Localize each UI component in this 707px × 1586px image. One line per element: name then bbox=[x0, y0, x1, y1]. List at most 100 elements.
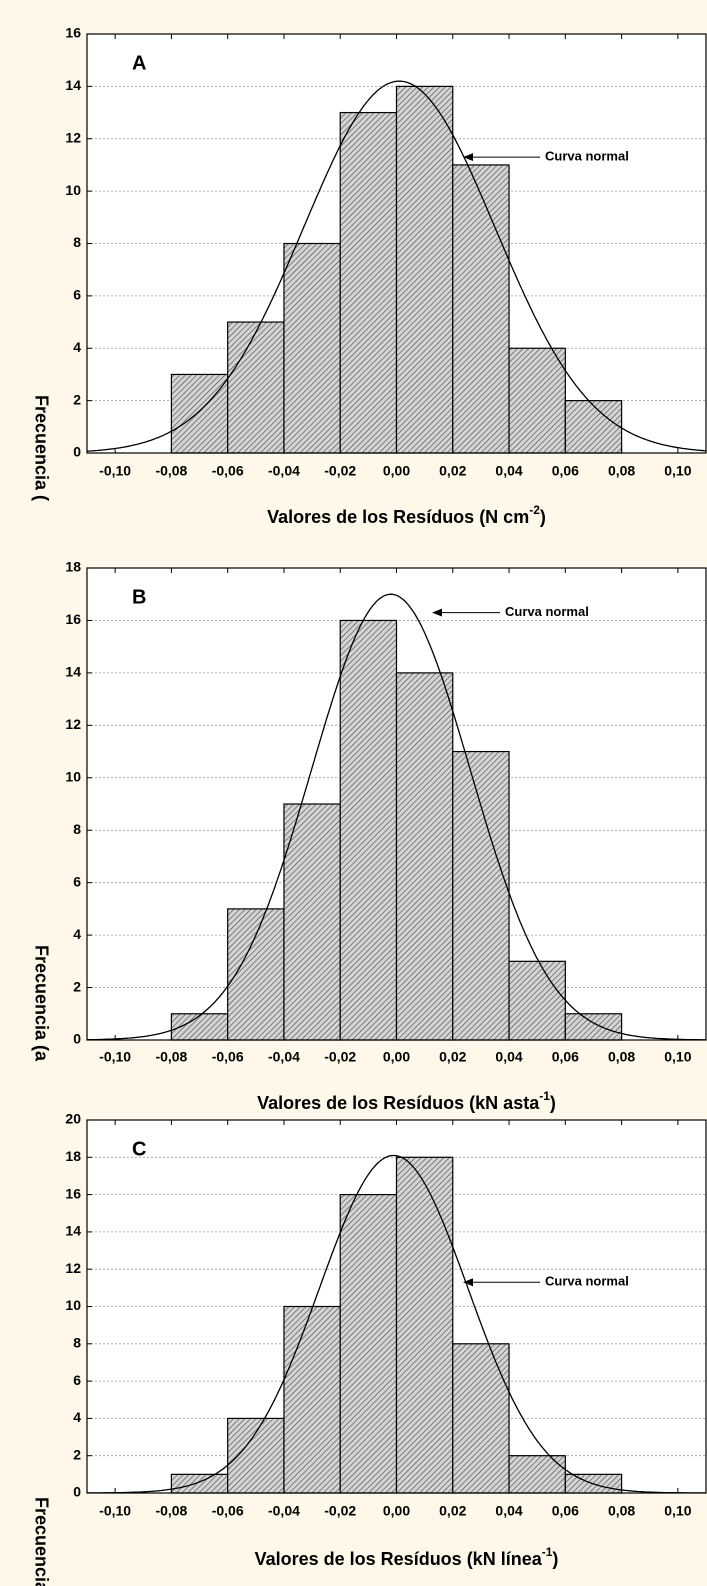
y-tick-label: 16 bbox=[65, 25, 81, 41]
x-axis-label-text: Valores de los Resíduos (N cm bbox=[267, 507, 529, 527]
x-tick-label: 0,08 bbox=[608, 1503, 635, 1519]
bar bbox=[395, 1156, 454, 1494]
y-tick-label: 8 bbox=[73, 1335, 81, 1351]
bar bbox=[508, 960, 566, 1041]
x-axis-label: Valores de los Resíduos (N cm-2) bbox=[267, 503, 546, 527]
x-tick-label: -0,08 bbox=[155, 1049, 187, 1065]
x-tick-label: -0,10 bbox=[99, 1049, 131, 1065]
x-tick-label: 0,06 bbox=[552, 1503, 579, 1519]
x-tick-label: 0,08 bbox=[608, 1049, 635, 1065]
plot-frame bbox=[86, 1119, 707, 1494]
x-tick-label: -0,06 bbox=[212, 1049, 244, 1065]
x-axis-label-end: ) bbox=[540, 507, 546, 527]
x-axis-label-sup: -1 bbox=[539, 1089, 550, 1103]
annotation: Curva normal bbox=[505, 604, 589, 619]
x-tick-label: 0,00 bbox=[383, 463, 410, 479]
x-axis-label-end: ) bbox=[552, 1549, 558, 1569]
bar bbox=[170, 1473, 229, 1494]
y-tick-label: 6 bbox=[73, 1372, 81, 1388]
y-tick-label: 20 bbox=[65, 1111, 81, 1127]
y-tick-label: 12 bbox=[65, 129, 81, 145]
x-tick-label: 0,04 bbox=[495, 463, 522, 479]
x-axis-label-sup: -1 bbox=[542, 1545, 553, 1559]
y-tick-label: 14 bbox=[65, 664, 81, 680]
x-tick-label: 0,10 bbox=[664, 463, 691, 479]
y-tick-label: 2 bbox=[73, 391, 81, 407]
bar bbox=[395, 672, 454, 1041]
bar bbox=[508, 347, 566, 454]
y-tick-label: 10 bbox=[65, 768, 81, 784]
x-tick-label: 0,04 bbox=[495, 1503, 522, 1519]
x-tick-label: -0,06 bbox=[212, 463, 244, 479]
x-axis-label-text: Valores de los Resíduos (kN línea bbox=[255, 1549, 543, 1569]
plot-frame bbox=[86, 567, 707, 1041]
plot-frame bbox=[86, 33, 707, 454]
y-tick-label: 14 bbox=[65, 1223, 81, 1239]
bar bbox=[508, 1455, 566, 1494]
bar bbox=[395, 85, 454, 454]
x-axis-label-end: ) bbox=[550, 1093, 556, 1113]
y-tick-label: 6 bbox=[73, 873, 81, 889]
bar bbox=[564, 1013, 623, 1041]
x-axis-label-text: Valores de los Resíduos (kN asta bbox=[257, 1093, 540, 1113]
x-tick-label: -0,02 bbox=[324, 1049, 356, 1065]
y-tick-label: 12 bbox=[65, 716, 81, 732]
y-tick-label: 0 bbox=[73, 1031, 81, 1047]
x-tick-label: 0,06 bbox=[552, 1049, 579, 1065]
x-tick-label: 0,00 bbox=[383, 1503, 410, 1519]
panel-letter: B bbox=[132, 586, 146, 608]
x-tick-label: 0,10 bbox=[664, 1503, 691, 1519]
bar bbox=[564, 400, 623, 454]
x-tick-label: -0,10 bbox=[99, 463, 131, 479]
x-axis-label: Valores de los Resíduos (kN asta-1) bbox=[257, 1089, 556, 1113]
x-tick-label: 0,02 bbox=[439, 1049, 466, 1065]
y-axis-label: Frecuencia (a bbox=[31, 945, 51, 1062]
bar bbox=[283, 1305, 341, 1494]
y-tick-label: 16 bbox=[65, 1185, 81, 1201]
bar bbox=[339, 111, 398, 454]
y-tick-label: 4 bbox=[73, 339, 81, 355]
x-tick-label: 0,02 bbox=[439, 1503, 466, 1519]
x-tick-label: 0,00 bbox=[383, 1049, 410, 1065]
y-tick-label: 0 bbox=[73, 444, 81, 460]
x-tick-label: 0,10 bbox=[664, 1049, 691, 1065]
y-axis-label: Frecuencia bbox=[31, 1497, 51, 1586]
y-tick-label: 2 bbox=[73, 1446, 81, 1462]
annotation: Curva normal bbox=[545, 149, 629, 164]
y-tick-label: 8 bbox=[73, 821, 81, 837]
x-tick-label: -0,04 bbox=[268, 463, 300, 479]
y-tick-label: 10 bbox=[65, 1297, 81, 1313]
y-tick-label: 12 bbox=[65, 1260, 81, 1276]
x-tick-label: -0,02 bbox=[324, 1503, 356, 1519]
y-tick-label: 10 bbox=[65, 182, 81, 198]
annotation: Curva normal bbox=[545, 1274, 629, 1289]
y-tick-label: 18 bbox=[65, 559, 81, 575]
panel-letter: C bbox=[132, 1138, 146, 1160]
x-tick-label: -0,08 bbox=[155, 1503, 187, 1519]
x-tick-label: -0,04 bbox=[268, 1049, 300, 1065]
y-tick-label: 4 bbox=[73, 926, 81, 942]
y-tick-label: 6 bbox=[73, 287, 81, 303]
y-axis-label: Frecuencia ( bbox=[31, 395, 51, 501]
bar bbox=[339, 619, 398, 1041]
x-tick-label: 0,02 bbox=[439, 463, 466, 479]
bar bbox=[339, 1193, 398, 1494]
x-tick-label: 0,06 bbox=[552, 463, 579, 479]
bar bbox=[452, 1343, 510, 1494]
y-tick-label: 18 bbox=[65, 1148, 81, 1164]
panel-letter: A bbox=[132, 52, 146, 74]
normal-curve bbox=[87, 593, 706, 1041]
bar bbox=[227, 908, 285, 1041]
x-tick-label: -0,02 bbox=[324, 463, 356, 479]
x-tick-label: 0,08 bbox=[608, 463, 635, 479]
y-tick-label: 4 bbox=[73, 1409, 81, 1425]
bar bbox=[283, 242, 341, 454]
normal-curve bbox=[87, 1154, 707, 1494]
x-tick-label: -0,06 bbox=[212, 1503, 244, 1519]
bar bbox=[283, 803, 341, 1041]
bar bbox=[227, 1417, 285, 1494]
y-tick-label: 8 bbox=[73, 234, 81, 250]
x-tick-label: -0,08 bbox=[155, 463, 187, 479]
x-tick-label: -0,10 bbox=[99, 1503, 131, 1519]
